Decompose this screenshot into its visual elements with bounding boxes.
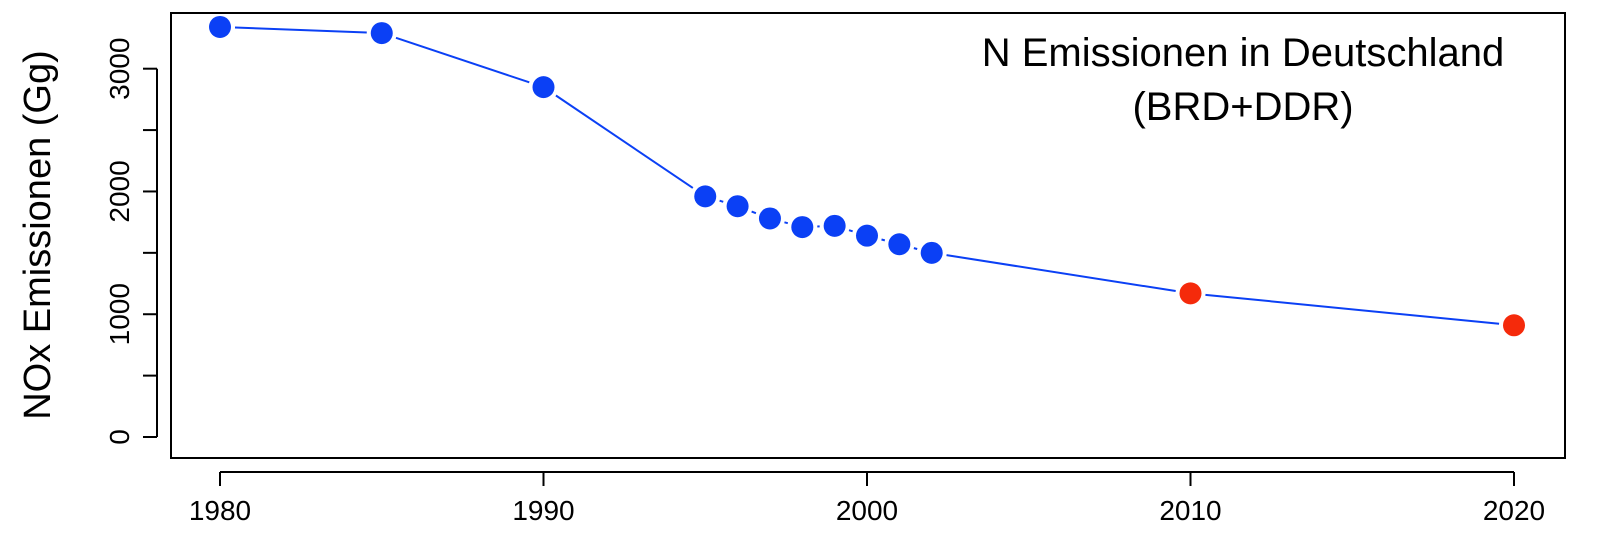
data-point bbox=[1179, 282, 1202, 305]
y-tick-label: 2000 bbox=[104, 160, 135, 222]
series-line-segment bbox=[395, 36, 530, 84]
y-tick-label: 3000 bbox=[104, 38, 135, 100]
plot-frame bbox=[170, 12, 1566, 459]
series-line-segment bbox=[946, 254, 1176, 293]
x-axis: 1980 1990 2000 2010 2020 bbox=[189, 471, 1545, 526]
series-line-segment bbox=[848, 229, 853, 233]
series-line-segment bbox=[784, 221, 789, 225]
data-point bbox=[758, 207, 781, 230]
series-line-segment bbox=[719, 199, 724, 203]
chart-title: N Emissionen in Deutschland (BRD+DDR) bbox=[982, 31, 1504, 129]
data-point bbox=[823, 214, 846, 237]
series-line-segment bbox=[1205, 293, 1500, 325]
series-layer bbox=[209, 15, 1525, 337]
x-tick-label: 1990 bbox=[512, 495, 574, 526]
y-axis: 0 1000 2000 3000 bbox=[104, 38, 158, 445]
y-tick-label: 1000 bbox=[104, 283, 135, 345]
data-point bbox=[856, 224, 878, 247]
series-line-segment bbox=[555, 94, 694, 189]
series-line-segment bbox=[751, 210, 757, 215]
y-axis-title: NOx Emissionen (Gg) bbox=[17, 50, 59, 420]
x-tick-label: 2000 bbox=[836, 495, 898, 526]
series-line-segment bbox=[881, 238, 886, 242]
data-point bbox=[920, 241, 943, 264]
y-tick-label: 0 bbox=[104, 429, 135, 445]
data-point bbox=[791, 216, 814, 239]
series-line-segment bbox=[913, 247, 918, 250]
data-point bbox=[370, 22, 393, 45]
series-line-segment bbox=[234, 26, 367, 34]
x-tick-label: 2020 bbox=[1483, 495, 1545, 526]
data-point bbox=[532, 76, 555, 99]
data-point bbox=[888, 233, 911, 256]
data-point bbox=[726, 195, 749, 218]
data-point bbox=[209, 15, 231, 38]
chart-title-line: (BRD+DDR) bbox=[1132, 85, 1353, 129]
x-tick-label: 2010 bbox=[1159, 495, 1221, 526]
data-point bbox=[694, 185, 717, 208]
chart-title-line: N Emissionen in Deutschland bbox=[982, 31, 1504, 75]
x-tick-label: 1980 bbox=[189, 495, 251, 526]
data-point bbox=[1503, 314, 1525, 337]
